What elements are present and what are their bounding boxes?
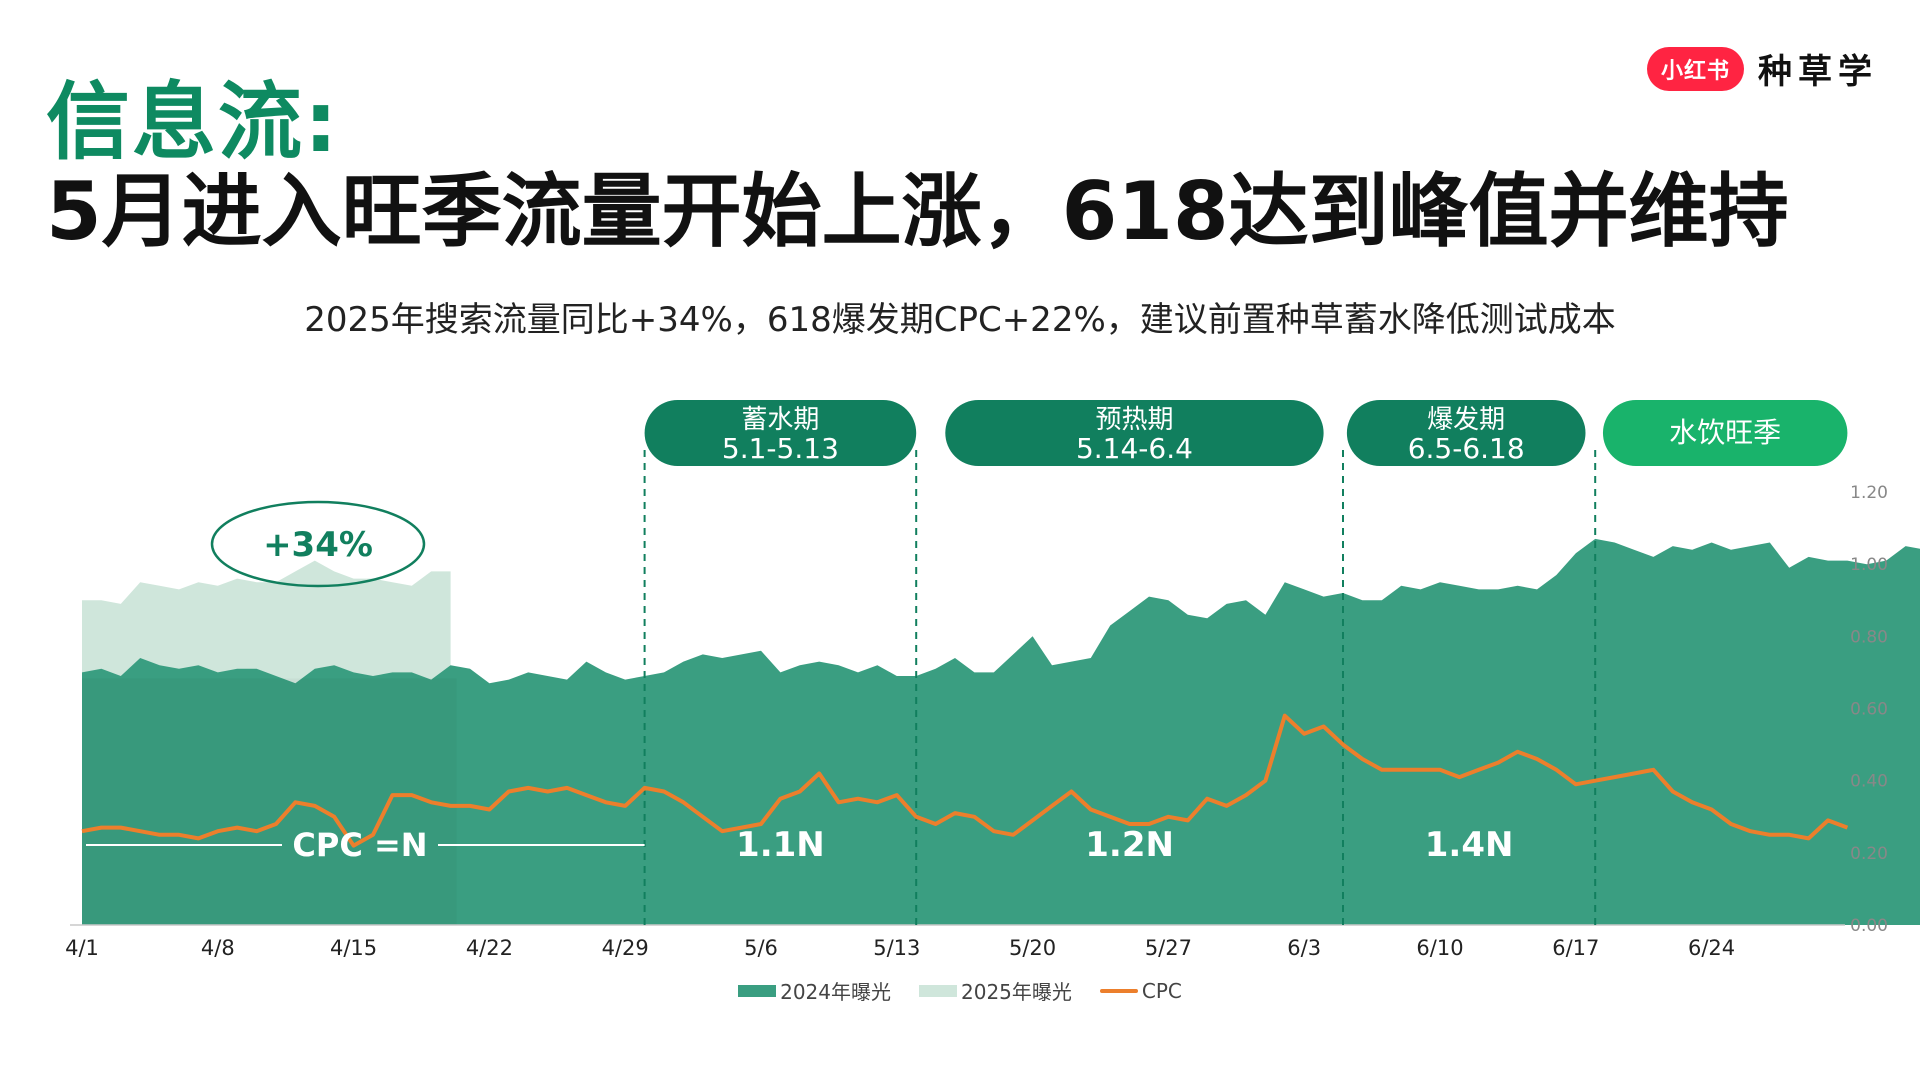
legend-label-2025: 2025年曝光 [961,980,1072,1004]
legend-swatch-2025 [919,984,957,997]
y-tick-label: 1.20 [1850,483,1888,503]
phase-name-label: 爆发期 [1427,405,1505,435]
phase-pill [945,400,1324,466]
legend-swatch-cpc [1099,988,1138,993]
phase-range-label: 5.1-5.13 [722,432,839,465]
growth-callout-label: +34% [263,525,373,565]
phase-range-label: 6.5-6.18 [1408,432,1525,465]
legend-item-2024: 2024年曝光 [738,976,891,1005]
legend-item-2025: 2025年曝光 [919,976,1072,1005]
x-tick-label: 4/8 [201,936,235,960]
y-tick-label: 0.20 [1850,844,1888,864]
y-tick-label: 0.00 [1850,916,1888,936]
phase-cpc-label: 1.4N [1425,825,1514,865]
phase-pill [1346,400,1586,466]
comparison-window-shade [82,678,457,925]
phase-pill [1602,400,1848,466]
x-tick-label: 4/22 [466,936,513,960]
x-tick-label: 6/3 [1287,936,1321,960]
x-tick-label: 6/24 [1688,936,1735,960]
baseline-cpc-label: CPC =N [292,826,427,864]
phase-cpc-label: 1.1N [736,825,825,865]
y-tick-label: 0.60 [1850,700,1888,720]
x-tick-label: 4/29 [602,936,649,960]
brand-name: 种草学 [1758,52,1878,92]
phase-name-label: 蓄水期 [741,405,819,435]
chart-legend: 2024年曝光 2025年曝光 CPC [0,976,1920,1005]
phase-pill [644,400,917,466]
cpc-line-series [81,713,1849,848]
phase-name-label: 水饮旺季 [1669,416,1781,449]
phase-range-label: 5.14-6.4 [1076,432,1193,465]
x-tick-label: 6/17 [1552,936,1599,960]
legend-item-cpc: CPC [1099,976,1182,1005]
y-tick-label: 0.40 [1850,772,1888,792]
area-2024-series [82,538,1920,925]
y-tick-label: 1.00 [1850,555,1888,575]
page-subtitle: 2025年搜索流量同比+34%，618爆发期CPC+22%，建议前置种草蓄水降低… [304,300,1616,340]
growth-callout-ellipse [210,500,426,588]
phase-name-label: 预热期 [1095,405,1173,435]
x-tick-label: 4/1 [65,936,99,960]
x-tick-label: 5/27 [1145,936,1192,960]
legend-swatch-2024 [738,984,777,997]
phase-cpc-label: 1.2N [1085,825,1174,865]
x-tick-label: 5/13 [873,936,920,960]
x-tick-label: 4/15 [330,936,377,960]
legend-label-2024: 2024年曝光 [780,980,891,1004]
y-tick-label: 0.80 [1850,627,1888,647]
legend-label-cpc: CPC [1141,978,1182,1003]
x-tick-label: 5/20 [1009,936,1056,960]
page-headline: 5月进入旺季流量开始上涨，618达到峰值并维持 [46,165,1789,258]
x-tick-label: 5/6 [744,936,778,960]
x-tick-label: 6/10 [1416,936,1463,960]
page-title: 信息流: [46,73,340,171]
brand-logo: 小红书 种草学 [1646,44,1878,93]
brand-badge: 小红书 [1646,46,1744,91]
